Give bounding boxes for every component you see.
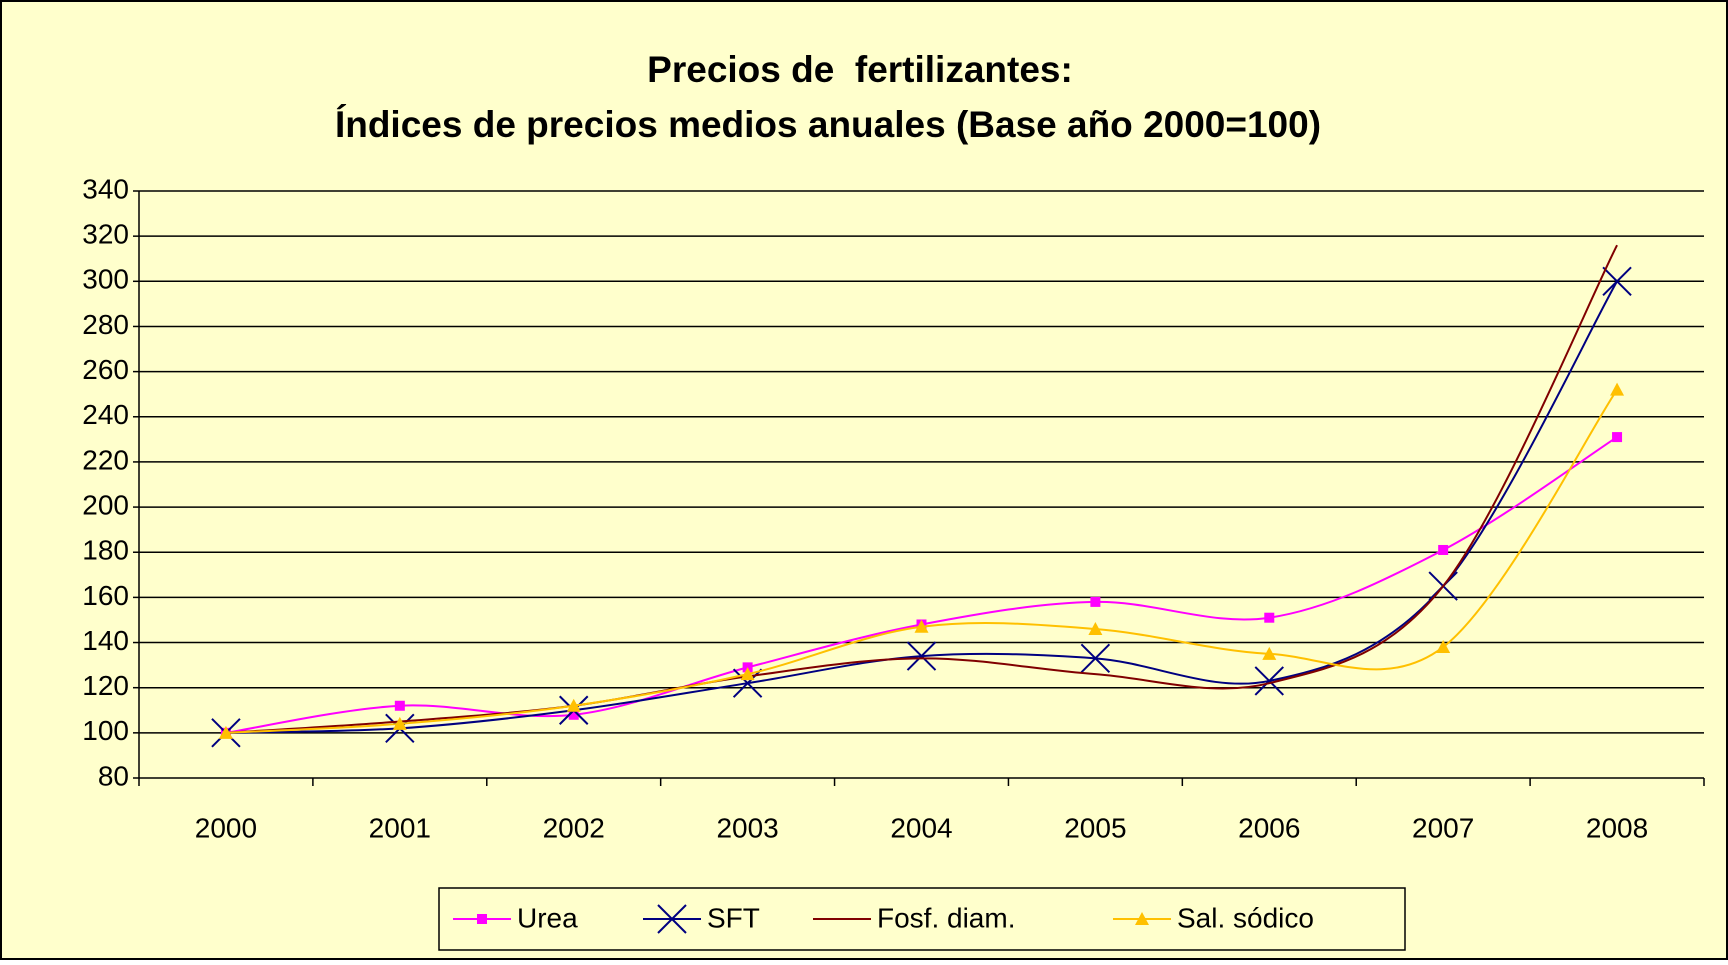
legend-marker bbox=[657, 904, 687, 934]
chart-title: Precios de fertilizantes: bbox=[647, 49, 1073, 90]
point bbox=[1254, 666, 1284, 696]
point bbox=[1264, 612, 1275, 623]
series-line bbox=[225, 244, 1618, 734]
x-tick-label: 2004 bbox=[890, 812, 952, 843]
y-tick-label: 160 bbox=[82, 580, 129, 611]
point bbox=[1602, 266, 1632, 297]
series-line bbox=[225, 389, 1618, 734]
x-tick-label: 2002 bbox=[543, 812, 605, 843]
x-tick-label: 2005 bbox=[1064, 812, 1126, 843]
legend-label: Sal. sódico bbox=[1177, 902, 1314, 933]
x-tick-label: 2003 bbox=[716, 812, 778, 843]
x-tick-label: 2000 bbox=[195, 812, 257, 843]
legend-marker bbox=[1135, 912, 1149, 925]
point bbox=[732, 668, 763, 698]
y-tick-label: 120 bbox=[82, 670, 129, 701]
point bbox=[1262, 646, 1277, 660]
point bbox=[1080, 643, 1111, 674]
legend-label: SFT bbox=[707, 902, 760, 933]
point bbox=[566, 698, 581, 712]
y-tick-label: 300 bbox=[82, 264, 129, 295]
point bbox=[1088, 621, 1103, 635]
point bbox=[1090, 596, 1101, 607]
y-tick-label: 220 bbox=[82, 444, 129, 475]
legend bbox=[438, 887, 1406, 951]
x-tick-label: 2008 bbox=[1586, 812, 1648, 843]
y-tick-label: 140 bbox=[82, 625, 129, 656]
point bbox=[1610, 382, 1625, 396]
point bbox=[568, 709, 579, 720]
chart-subtitle: Índices de precios medios anuales (Base … bbox=[335, 104, 1321, 145]
y-tick-label: 260 bbox=[82, 354, 129, 385]
x-tick-label: 2001 bbox=[369, 812, 431, 843]
y-tick-label: 80 bbox=[98, 760, 129, 791]
y-tick-label: 200 bbox=[82, 489, 129, 520]
x-tick-label: 2007 bbox=[1412, 812, 1474, 843]
legend-label: Fosf. diam. bbox=[877, 902, 1015, 933]
y-tick-label: 180 bbox=[82, 535, 129, 566]
y-tick-label: 340 bbox=[82, 173, 129, 204]
point bbox=[914, 619, 929, 633]
point bbox=[394, 700, 405, 711]
y-tick-label: 280 bbox=[82, 309, 129, 340]
legend-marker bbox=[477, 914, 487, 924]
point bbox=[218, 725, 233, 739]
point bbox=[1438, 544, 1449, 555]
point bbox=[392, 716, 407, 730]
point bbox=[906, 641, 937, 671]
point bbox=[1612, 432, 1623, 443]
x-tick-label: 2006 bbox=[1238, 812, 1300, 843]
point bbox=[740, 667, 755, 681]
y-tick-label: 240 bbox=[82, 399, 129, 430]
legend-label: Urea bbox=[517, 902, 578, 933]
point bbox=[1436, 640, 1451, 654]
y-tick-label: 320 bbox=[82, 219, 129, 250]
y-tick-label: 100 bbox=[82, 715, 129, 746]
